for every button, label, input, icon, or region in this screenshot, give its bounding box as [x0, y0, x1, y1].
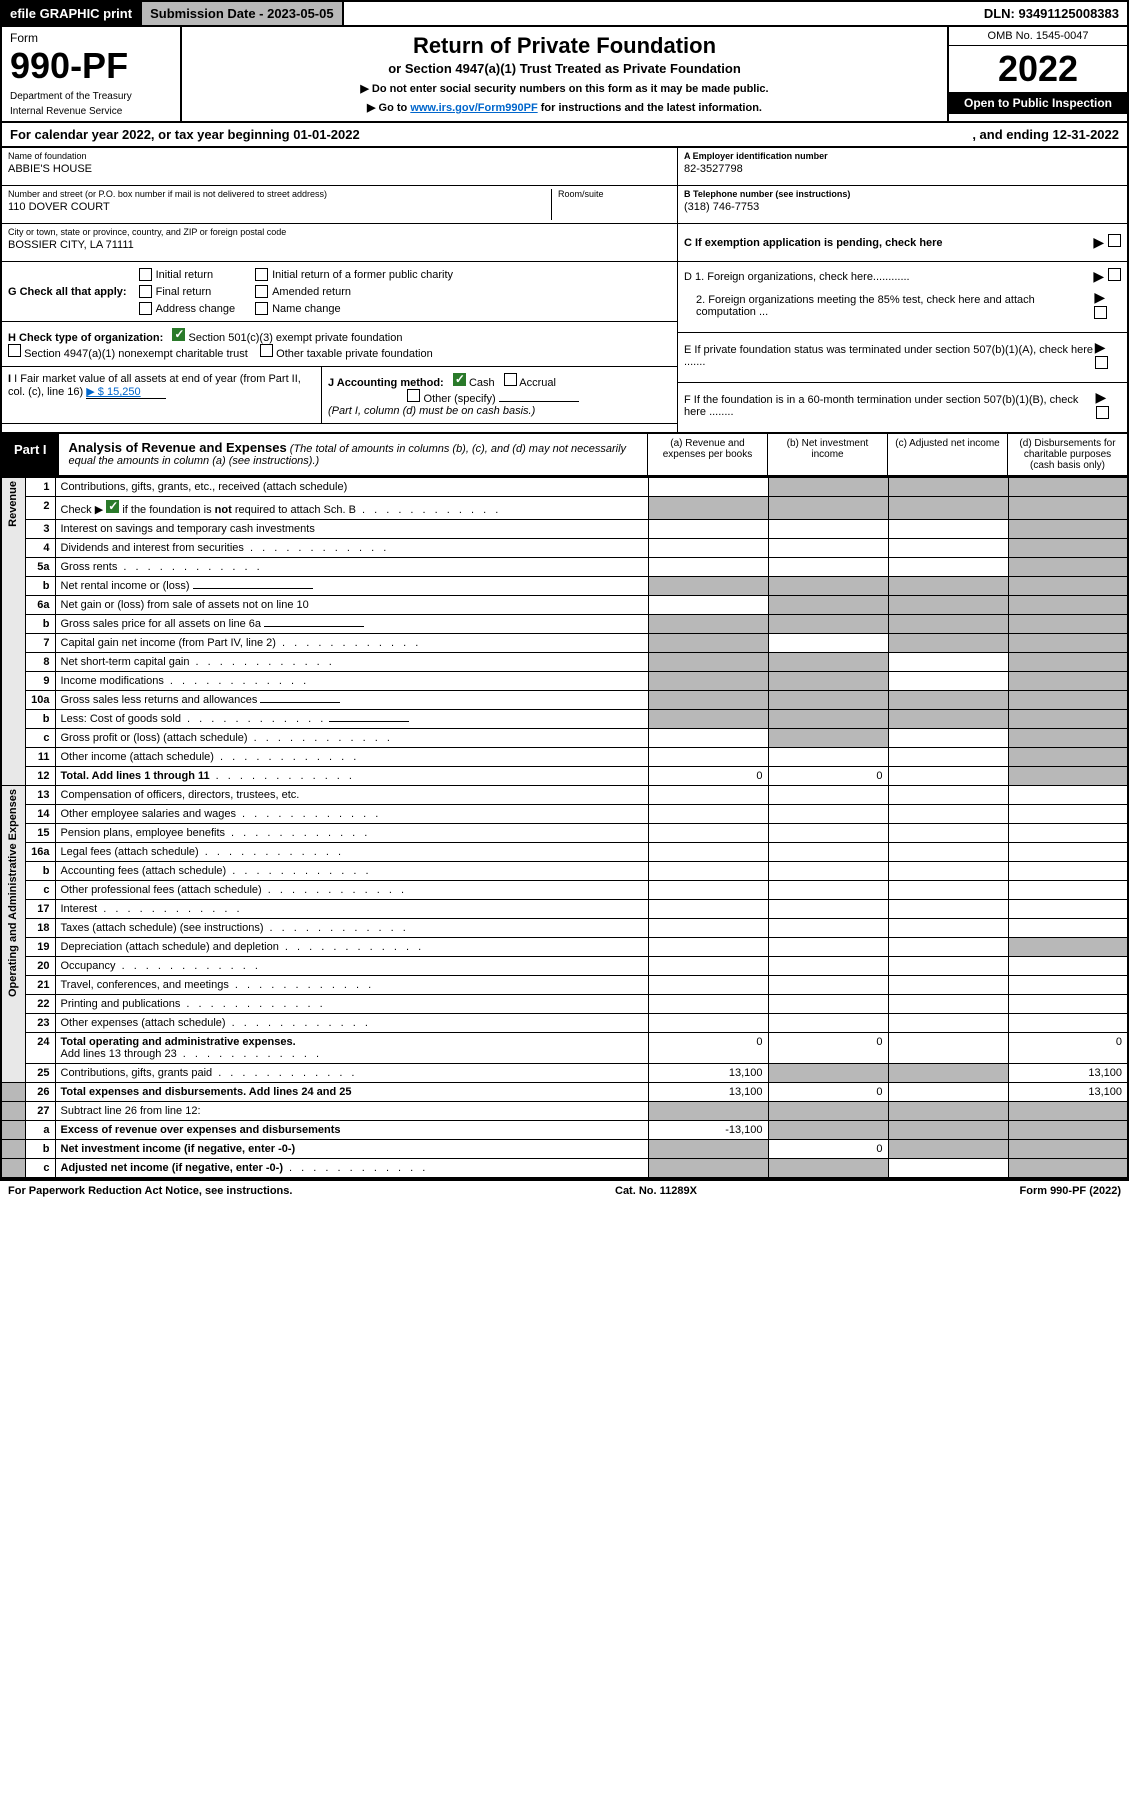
v25d: 13,100	[1008, 1064, 1128, 1083]
instr-2: ▶ Go to www.irs.gov/Form990PF for instru…	[202, 101, 927, 114]
footer-right: Form 990-PF (2022)	[1020, 1185, 1122, 1197]
cb-d2[interactable]	[1094, 306, 1107, 319]
h-section: H Check type of organization: Section 50…	[2, 322, 677, 367]
phone: (318) 746-7753	[684, 201, 1121, 213]
entity-info: Name of foundation ABBIE'S HOUSE Number …	[0, 148, 1129, 434]
footer-mid: Cat. No. 11289X	[615, 1185, 697, 1197]
dept-irs: Internal Revenue Service	[10, 106, 172, 117]
cb-accrual[interactable]	[504, 373, 517, 386]
cb-initial[interactable]	[139, 268, 152, 281]
f-label: F If the foundation is in a 60-month ter…	[684, 394, 1096, 418]
dln: DLN: 93491125008383	[976, 2, 1127, 25]
cb-initial-former[interactable]	[255, 268, 268, 281]
efile-label: efile GRAPHIC print	[2, 2, 140, 25]
ein-label: A Employer identification number	[684, 151, 1121, 161]
cb-e[interactable]	[1095, 356, 1108, 369]
cb-f[interactable]	[1096, 406, 1109, 419]
e-label: E If private foundation status was termi…	[684, 344, 1095, 368]
cb-c[interactable]	[1108, 234, 1121, 247]
v27a: -13,100	[648, 1121, 768, 1140]
cb-d1[interactable]	[1108, 268, 1121, 281]
cb-name-change[interactable]	[255, 302, 268, 315]
city-state-zip: BOSSIER CITY, LA 71111	[8, 239, 671, 251]
col-a-hdr: (a) Revenue and expenses per books	[647, 434, 767, 475]
v12b: 0	[768, 767, 888, 786]
instr-1: ▶ Do not enter social security numbers o…	[202, 82, 927, 95]
ein: 82-3527798	[684, 163, 1121, 175]
v25a: 13,100	[648, 1064, 768, 1083]
city-label: City or town, state or province, country…	[8, 227, 671, 237]
part-1-table: Revenue 1Contributions, gifts, grants, e…	[0, 477, 1129, 1179]
cb-other-taxable[interactable]	[260, 344, 273, 357]
submission-date: Submission Date - 2023-05-05	[140, 2, 344, 25]
addr-label: Number and street (or P.O. box number if…	[8, 189, 551, 199]
footer-left: For Paperwork Reduction Act Notice, see …	[8, 1185, 292, 1197]
fmv-value[interactable]: ▶ $ 15,250	[86, 385, 166, 399]
cb-cash[interactable]	[453, 373, 466, 386]
g-section: G Check all that apply: Initial return F…	[2, 262, 677, 322]
phone-label: B Telephone number (see instructions)	[684, 189, 1121, 199]
revenue-side: Revenue	[7, 481, 19, 527]
cb-4947[interactable]	[8, 344, 21, 357]
v24d: 0	[1008, 1033, 1128, 1064]
v27bb: 0	[768, 1140, 888, 1159]
expenses-side: Operating and Administrative Expenses	[7, 789, 19, 997]
col-d-hdr: (d) Disbursements for charitable purpose…	[1007, 434, 1127, 475]
cb-addr-change[interactable]	[139, 302, 152, 315]
name-label: Name of foundation	[8, 151, 671, 161]
d1-label: D 1. Foreign organizations, check here..…	[684, 271, 910, 283]
cb-other-acct[interactable]	[407, 389, 420, 402]
omb-number: OMB No. 1545-0047	[949, 27, 1127, 46]
part-label: Part I	[2, 434, 59, 475]
d2-label: 2. Foreign organizations meeting the 85%…	[684, 294, 1094, 318]
v26a: 13,100	[648, 1083, 768, 1102]
v26b: 0	[768, 1083, 888, 1102]
i-section: I I Fair market value of all assets at e…	[2, 367, 322, 423]
v24b: 0	[768, 1033, 888, 1064]
irs-link[interactable]: www.irs.gov/Form990PF	[410, 102, 537, 114]
top-bar: efile GRAPHIC print Submission Date - 20…	[0, 0, 1129, 27]
col-b-hdr: (b) Net investment income	[767, 434, 887, 475]
col-c-hdr: (c) Adjusted net income	[887, 434, 1007, 475]
form-number: 990-PF	[10, 45, 172, 87]
c-label: C If exemption application is pending, c…	[684, 237, 943, 249]
v24a: 0	[648, 1033, 768, 1064]
cb-501c3[interactable]	[172, 328, 185, 341]
j-section: J Accounting method: Cash Accrual Other …	[322, 367, 677, 423]
form-header: Form 990-PF Department of the Treasury I…	[0, 27, 1129, 123]
open-public: Open to Public Inspection	[949, 92, 1127, 114]
foundation-name: ABBIE'S HOUSE	[8, 163, 671, 175]
page-footer: For Paperwork Reduction Act Notice, see …	[0, 1179, 1129, 1201]
cb-final[interactable]	[139, 285, 152, 298]
part-1-header: Part I Analysis of Revenue and Expenses …	[0, 434, 1129, 477]
tax-year: 2022	[949, 46, 1127, 92]
cb-amended[interactable]	[255, 285, 268, 298]
calendar-year: For calendar year 2022, or tax year begi…	[0, 123, 1129, 148]
v26d: 13,100	[1008, 1083, 1128, 1102]
v12a: 0	[648, 767, 768, 786]
form-title: Return of Private Foundation	[202, 33, 927, 59]
form-subtitle: or Section 4947(a)(1) Trust Treated as P…	[202, 61, 927, 76]
form-word: Form	[10, 31, 172, 45]
cb-schb[interactable]	[106, 500, 119, 513]
room-label: Room/suite	[558, 189, 671, 199]
dept-treasury: Department of the Treasury	[10, 91, 172, 102]
street-address: 110 DOVER COURT	[8, 201, 551, 213]
